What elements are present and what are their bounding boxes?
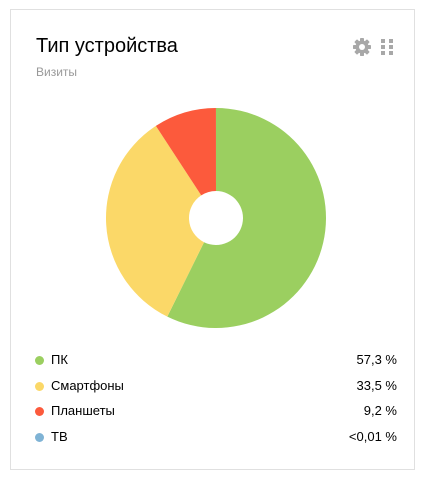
legend-label: ТВ: [51, 428, 68, 444]
legend-value: 33,5 %: [356, 377, 397, 393]
pie-slice-1[interactable]: [167, 108, 326, 328]
drag-handle-icon[interactable]: [380, 38, 394, 56]
legend-label: ПК: [51, 352, 68, 367]
legend-item[interactable]: Смартфоны 33,5 %: [35, 376, 397, 402]
legend-label: Планшеты: [51, 403, 115, 418]
legend-item[interactable]: ТВ <0,01 %: [35, 427, 397, 453]
device-pie-chart: [106, 108, 326, 328]
legend-value: 9,2 %: [363, 403, 397, 418]
widget-title: Тип устройства: [36, 35, 178, 57]
device-type-widget: Тип устройства Визиты ПК 57,3 % Смартфоны 3…: [10, 9, 415, 470]
widget-subtitle: Визиты: [36, 65, 78, 79]
legend-dot-icon: [35, 432, 44, 442]
pie-slice-2[interactable]: [106, 125, 205, 317]
legend-dot-icon: [35, 356, 44, 365]
legend-item[interactable]: Планшеты 9,2 %: [35, 401, 397, 427]
pie-slice-3[interactable]: [155, 108, 216, 196]
legend-value: 57,3 %: [356, 352, 397, 367]
chart-legend: ПК 57,3 % Смартфоны 33,5 % Планшеты 9,2 % ТВ <0…: [35, 350, 397, 452]
legend-item[interactable]: ПК 57,3 %: [35, 350, 397, 376]
legend-dot-icon: [35, 381, 44, 391]
legend-label: Смартфоны: [51, 377, 124, 393]
legend-value: <0,01 %: [348, 428, 397, 444]
gear-icon[interactable]: [352, 37, 372, 57]
legend-dot-icon: [35, 407, 44, 416]
